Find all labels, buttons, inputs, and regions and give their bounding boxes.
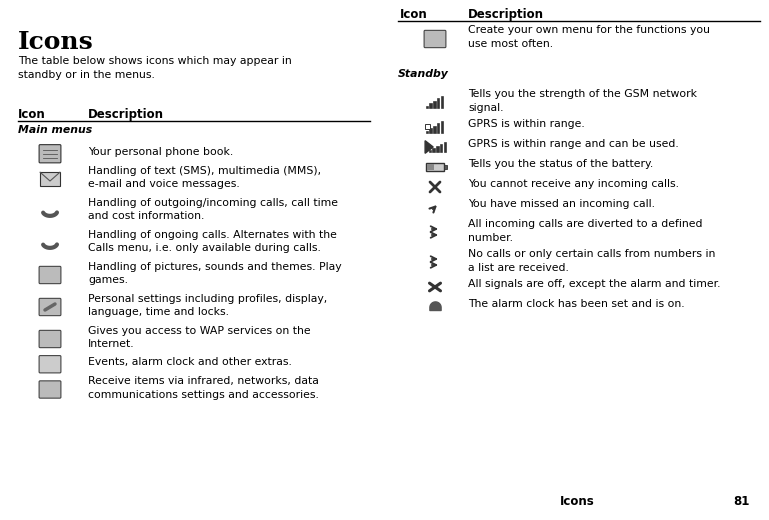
FancyBboxPatch shape [424, 30, 446, 48]
Bar [426, 106, 428, 108]
Bar [425, 124, 430, 129]
Bar [444, 142, 446, 151]
Bar [429, 128, 432, 133]
Bar [40, 172, 60, 186]
Text: All incoming calls are diverted to a defined
number.: All incoming calls are diverted to a def… [468, 219, 703, 243]
Bar [437, 123, 439, 133]
Text: Tells you the status of the battery.: Tells you the status of the battery. [468, 159, 653, 169]
Text: Standby: Standby [398, 69, 449, 79]
Polygon shape [425, 141, 433, 153]
Bar [432, 148, 435, 151]
Text: Description: Description [468, 8, 544, 21]
Text: Icon: Icon [18, 108, 45, 121]
Text: GPRS is within range and can be used.: GPRS is within range and can be used. [468, 139, 679, 149]
FancyBboxPatch shape [39, 330, 61, 348]
Text: Icons: Icons [560, 495, 594, 508]
Text: Personal settings including profiles, display,
language, time and locks.: Personal settings including profiles, di… [88, 293, 328, 317]
FancyBboxPatch shape [39, 266, 61, 283]
Bar [440, 144, 442, 151]
Text: All signals are off, except the alarm and timer.: All signals are off, except the alarm an… [468, 279, 721, 289]
Text: Icon: Icon [400, 8, 428, 21]
Bar [433, 126, 436, 133]
Bar [441, 121, 443, 133]
Bar [429, 150, 431, 151]
Text: Handling of pictures, sounds and themes. Play
games.: Handling of pictures, sounds and themes.… [88, 262, 341, 285]
Text: Events, alarm clock and other extras.: Events, alarm clock and other extras. [88, 358, 292, 368]
Bar [436, 146, 438, 151]
Text: Gives you access to WAP services on the
Internet.: Gives you access to WAP services on the … [88, 326, 311, 349]
Bar [427, 164, 434, 170]
Text: Icons: Icons [18, 30, 94, 54]
Text: Main menus: Main menus [18, 125, 92, 135]
Bar [429, 103, 432, 108]
Bar [433, 101, 436, 108]
Bar [437, 98, 439, 108]
Text: 81: 81 [734, 495, 750, 508]
Text: The alarm clock has been set and is on.: The alarm clock has been set and is on. [468, 299, 684, 309]
Text: Receive items via infrared, networks, data
communications settings and accessori: Receive items via infrared, networks, da… [88, 376, 319, 399]
Text: You have missed an incoming call.: You have missed an incoming call. [468, 199, 655, 209]
FancyBboxPatch shape [39, 145, 61, 163]
Bar [426, 163, 444, 171]
Text: Tells you the strength of the GSM network
signal.: Tells you the strength of the GSM networ… [468, 89, 697, 113]
Bar [444, 165, 447, 169]
FancyBboxPatch shape [39, 298, 61, 316]
Text: No calls or only certain calls from numbers in
a list are received.: No calls or only certain calls from numb… [468, 249, 715, 272]
Text: Handling of ongoing calls. Alternates with the
Calls menu, i.e. only available d: Handling of ongoing calls. Alternates wi… [88, 229, 337, 253]
Bar [441, 96, 443, 108]
Bar [426, 131, 428, 133]
Text: GPRS is within range.: GPRS is within range. [468, 119, 584, 129]
Text: Description: Description [88, 108, 164, 121]
Text: Handling of outgoing/incoming calls, call time
and cost information.: Handling of outgoing/incoming calls, cal… [88, 198, 338, 221]
Text: Create your own menu for the functions you
use most often.: Create your own menu for the functions y… [468, 25, 710, 48]
Text: The table below shows icons which may appear in
standby or in the menus.: The table below shows icons which may ap… [18, 56, 291, 80]
Text: Your personal phone book.: Your personal phone book. [88, 147, 233, 157]
Text: You cannot receive any incoming calls.: You cannot receive any incoming calls. [468, 179, 679, 189]
FancyBboxPatch shape [39, 381, 61, 398]
Text: Handling of text (SMS), multimedia (MMS),
e-mail and voice messages.: Handling of text (SMS), multimedia (MMS)… [88, 165, 321, 189]
FancyBboxPatch shape [39, 356, 61, 373]
